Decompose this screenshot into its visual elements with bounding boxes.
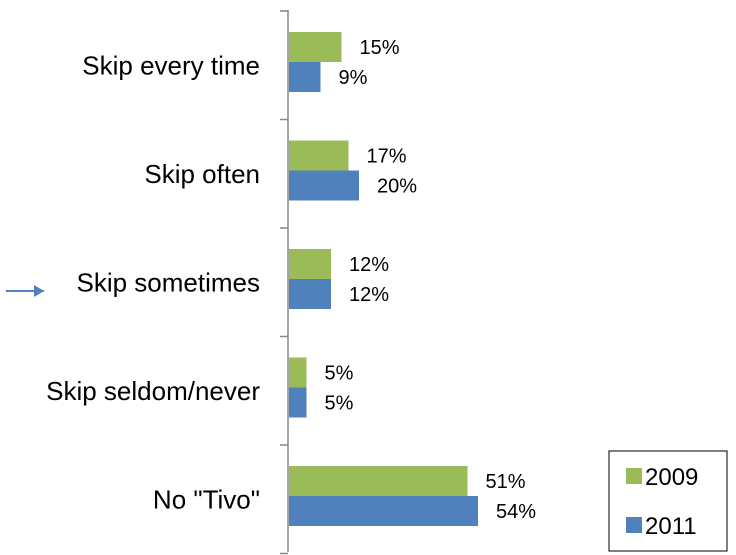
bar-2009 xyxy=(289,357,307,388)
legend-box xyxy=(608,450,728,552)
bar-2009 xyxy=(289,249,331,279)
data-label-2011: 12% xyxy=(349,284,389,306)
category-label: No "Tivo" xyxy=(153,484,260,514)
legend-swatch-2009 xyxy=(626,468,642,484)
legend-entry-2009: 2009 xyxy=(645,464,698,491)
bar-2009 xyxy=(289,466,468,496)
data-label-2009: 12% xyxy=(349,254,389,276)
category-label: Skip sometimes xyxy=(77,267,261,297)
bar-2011 xyxy=(289,62,321,92)
bar-2009 xyxy=(289,140,349,171)
bar-2009 xyxy=(289,32,342,62)
data-label-2009: 5% xyxy=(325,363,354,385)
bar-2011 xyxy=(289,279,331,309)
data-label-2009: 51% xyxy=(486,471,526,493)
bar-2011 xyxy=(289,170,359,201)
bar-2011 xyxy=(289,496,478,526)
data-label-2009: 17% xyxy=(367,146,407,168)
data-label-2011: 9% xyxy=(339,67,368,89)
category-label: Skip every time xyxy=(82,50,260,80)
legend-entry-2011: 2011 xyxy=(645,513,697,540)
category-label: Skip seldom/never xyxy=(46,376,260,406)
category-label: Skip often xyxy=(144,159,260,189)
data-label-2011: 20% xyxy=(377,176,417,198)
data-label-2011: 5% xyxy=(325,393,354,415)
bar-2011 xyxy=(289,387,307,418)
legend-swatch-2011 xyxy=(626,517,642,533)
arrow-head xyxy=(34,285,44,297)
data-label-2009: 15% xyxy=(360,37,400,59)
data-label-2011: 54% xyxy=(496,501,536,523)
